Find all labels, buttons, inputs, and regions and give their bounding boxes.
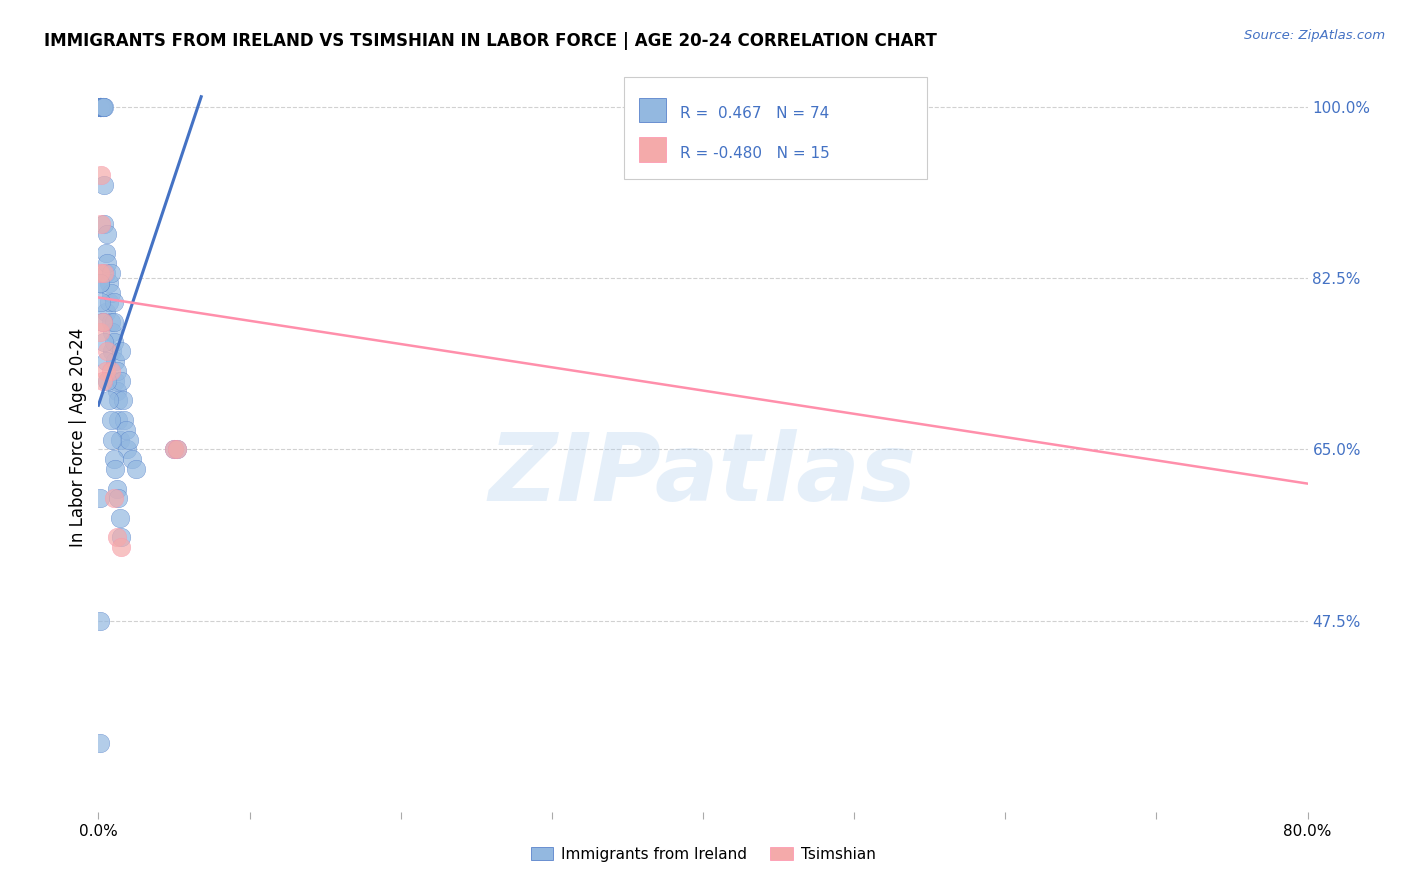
Point bbox=[110, 541, 132, 555]
Text: ZIPatlas: ZIPatlas bbox=[489, 428, 917, 521]
Point bbox=[90, 99, 112, 113]
Point bbox=[100, 315, 122, 329]
Point bbox=[166, 442, 188, 457]
Point bbox=[90, 295, 112, 310]
Point bbox=[163, 442, 186, 457]
Point bbox=[125, 462, 148, 476]
Point bbox=[103, 295, 125, 310]
Point bbox=[100, 266, 122, 280]
Point bbox=[91, 99, 114, 113]
Point bbox=[94, 246, 117, 260]
Point bbox=[90, 99, 112, 113]
Point bbox=[89, 99, 111, 113]
Point bbox=[89, 99, 111, 113]
Point bbox=[110, 531, 132, 545]
Point bbox=[101, 433, 124, 447]
Point bbox=[96, 227, 118, 241]
Point bbox=[103, 452, 125, 467]
Point bbox=[90, 99, 112, 113]
Point bbox=[114, 423, 136, 437]
Bar bbox=[638, 97, 665, 122]
Point bbox=[118, 433, 141, 447]
Bar bbox=[624, 78, 927, 178]
Text: R = -0.480   N = 15: R = -0.480 N = 15 bbox=[681, 145, 830, 161]
Point bbox=[89, 276, 111, 290]
Point bbox=[89, 99, 111, 113]
Point bbox=[89, 99, 111, 113]
Point bbox=[90, 99, 112, 113]
Point bbox=[94, 354, 117, 368]
Point bbox=[115, 442, 138, 457]
Text: R =  0.467   N = 74: R = 0.467 N = 74 bbox=[681, 106, 830, 121]
Point bbox=[110, 344, 132, 359]
Point bbox=[89, 614, 111, 628]
Point bbox=[94, 364, 117, 378]
Point bbox=[91, 99, 114, 113]
Point bbox=[103, 491, 125, 506]
Point bbox=[105, 482, 128, 496]
Point bbox=[89, 325, 111, 339]
Point bbox=[91, 315, 114, 329]
Point bbox=[89, 99, 111, 113]
Point bbox=[101, 325, 124, 339]
Point bbox=[89, 99, 111, 113]
Point bbox=[89, 736, 111, 750]
Text: Source: ZipAtlas.com: Source: ZipAtlas.com bbox=[1244, 29, 1385, 42]
Point bbox=[103, 315, 125, 329]
Point bbox=[108, 433, 131, 447]
Point bbox=[166, 442, 188, 457]
Point bbox=[100, 285, 122, 300]
Point bbox=[121, 452, 143, 467]
Point bbox=[96, 344, 118, 359]
Point bbox=[90, 217, 112, 231]
Point bbox=[103, 334, 125, 349]
Point bbox=[96, 256, 118, 270]
Point bbox=[98, 276, 121, 290]
Point bbox=[96, 374, 118, 388]
Point bbox=[107, 413, 129, 427]
Point bbox=[89, 491, 111, 506]
Point bbox=[91, 315, 114, 329]
Point bbox=[111, 393, 134, 408]
Point bbox=[98, 295, 121, 310]
Point bbox=[89, 266, 111, 280]
Point bbox=[93, 217, 115, 231]
Point bbox=[89, 99, 111, 113]
Point bbox=[108, 511, 131, 525]
Point bbox=[91, 99, 114, 113]
Point bbox=[91, 99, 114, 113]
Point bbox=[163, 442, 186, 457]
Point bbox=[107, 491, 129, 506]
Point bbox=[94, 305, 117, 319]
Point bbox=[98, 393, 121, 408]
Point bbox=[101, 344, 124, 359]
Point bbox=[93, 178, 115, 192]
Point bbox=[105, 531, 128, 545]
Point bbox=[100, 364, 122, 378]
Point bbox=[110, 374, 132, 388]
Point bbox=[105, 364, 128, 378]
Point bbox=[94, 266, 117, 280]
Point bbox=[89, 99, 111, 113]
Bar bbox=[638, 137, 665, 162]
Point bbox=[105, 384, 128, 398]
Point bbox=[107, 393, 129, 408]
Point bbox=[89, 99, 111, 113]
Point bbox=[89, 99, 111, 113]
Point bbox=[91, 374, 114, 388]
Point bbox=[93, 334, 115, 349]
Text: IMMIGRANTS FROM IRELAND VS TSIMSHIAN IN LABOR FORCE | AGE 20-24 CORRELATION CHAR: IMMIGRANTS FROM IRELAND VS TSIMSHIAN IN … bbox=[44, 32, 936, 50]
Point bbox=[93, 266, 115, 280]
Point bbox=[112, 413, 135, 427]
Point bbox=[100, 413, 122, 427]
Point bbox=[90, 168, 112, 182]
Point bbox=[104, 354, 127, 368]
Point bbox=[93, 99, 115, 113]
Legend: Immigrants from Ireland, Tsimshian: Immigrants from Ireland, Tsimshian bbox=[524, 840, 882, 868]
Point bbox=[104, 462, 127, 476]
Y-axis label: In Labor Force | Age 20-24: In Labor Force | Age 20-24 bbox=[69, 327, 87, 547]
Point bbox=[89, 276, 111, 290]
Point bbox=[90, 99, 112, 113]
Point bbox=[104, 374, 127, 388]
